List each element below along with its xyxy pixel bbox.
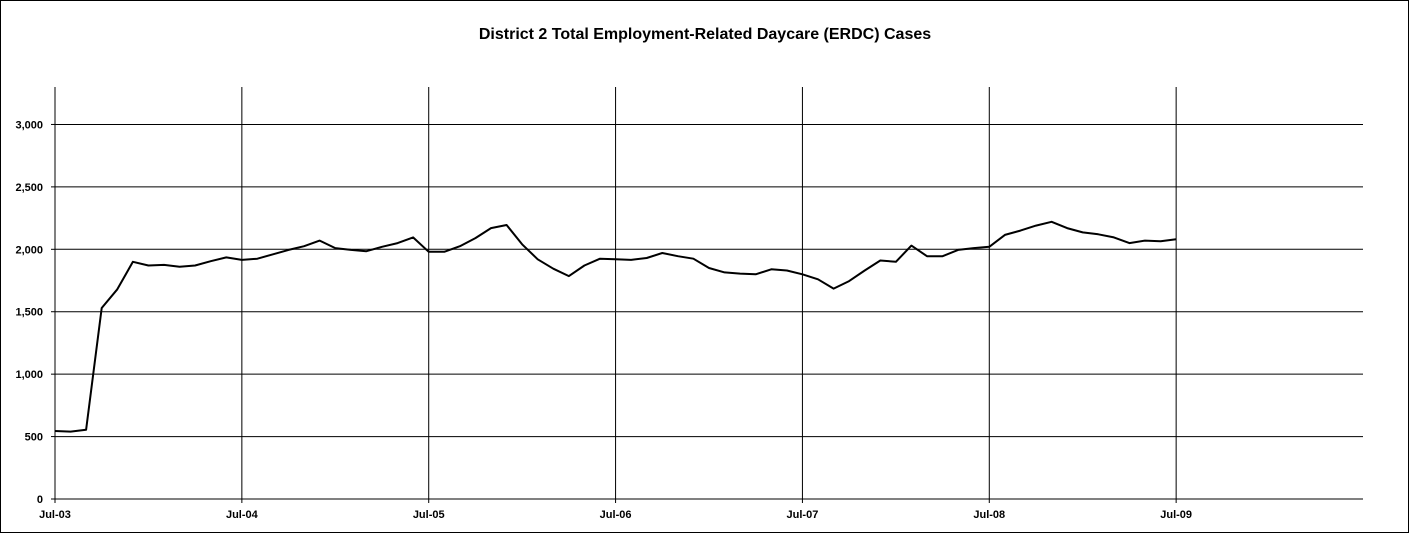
chart-title: District 2 Total Employment-Related Dayc… bbox=[479, 26, 931, 43]
gridlines bbox=[55, 87, 1363, 499]
axes bbox=[51, 87, 1363, 503]
x-tick-label: Jul-07 bbox=[787, 509, 819, 521]
y-tick-label: 1,500 bbox=[15, 307, 43, 319]
y-tick-label: 1,000 bbox=[15, 369, 43, 381]
y-axis-tick-labels: 0 500 1,000 1,500 2,000 2,500 3,000 bbox=[15, 119, 43, 506]
x-tick-label: Jul-03 bbox=[39, 509, 71, 521]
x-tick-label: Jul-05 bbox=[413, 509, 445, 521]
series-layer bbox=[54, 220, 1177, 433]
y-tick-label: 500 bbox=[25, 432, 43, 444]
x-tick-label: Jul-09 bbox=[1160, 509, 1192, 521]
y-tick-label: 3,000 bbox=[15, 119, 43, 131]
x-tick-label: Jul-08 bbox=[973, 509, 1005, 521]
x-axis-tick-labels: Jul-03 Jul-04 Jul-05 Jul-06 Jul-07 Jul-08 Jul-… bbox=[39, 509, 1192, 521]
y-tick-label: 2,000 bbox=[15, 244, 43, 256]
y-tick-label: 2,500 bbox=[15, 182, 43, 194]
y-tick-label: 0 bbox=[37, 494, 43, 506]
x-tick-label: Jul-04 bbox=[226, 509, 259, 521]
series-points bbox=[54, 221, 1177, 432]
x-tick-label: Jul-06 bbox=[600, 509, 632, 521]
